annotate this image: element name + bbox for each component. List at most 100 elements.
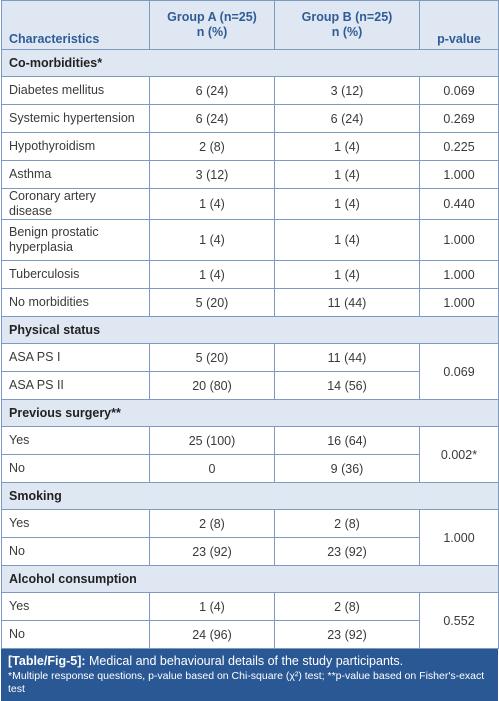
row-label: Asthma	[1, 160, 150, 189]
p-value: 1.000	[419, 288, 499, 317]
section-title: Physical status	[1, 316, 499, 344]
table-row: No 23 (92) 23 (92)	[1, 537, 499, 566]
group-a-value: 5 (20)	[149, 343, 275, 372]
characteristics-table: Characteristics Group A (n=25) n (%) Grou…	[1, 0, 499, 649]
table-row: Coronary artery disease 1 (4) 1 (4) 0.44…	[1, 188, 499, 220]
table-row: Hypothyroidism 2 (8) 1 (4) 0.225	[1, 132, 499, 161]
group-a-value: 1 (4)	[149, 219, 275, 261]
section-title: Alcohol consumption	[1, 565, 499, 593]
p-value: 0.002*	[419, 426, 499, 483]
row-label: Coronary artery disease	[1, 188, 150, 220]
group-b-value: 2 (8)	[274, 509, 420, 538]
p-value: 1.000	[419, 260, 499, 289]
group-a-value: 5 (20)	[149, 288, 275, 317]
header-group-b-line2: n (%)	[331, 25, 363, 39]
section-title: Co-morbidities*	[1, 49, 499, 77]
group-b-value: 23 (92)	[274, 537, 420, 566]
group-b-value: 1 (4)	[274, 219, 420, 261]
table-row: ASA PS II 20 (80) 14 (56)	[1, 371, 499, 400]
group-a-value: 20 (80)	[149, 371, 275, 400]
table-caption: [Table/Fig-5]: Medical and behavioural d…	[1, 649, 498, 701]
p-value: 0.069	[419, 76, 499, 105]
group-a-value: 23 (92)	[149, 537, 275, 566]
group-a-value: 1 (4)	[149, 188, 275, 220]
group-a-value: 0	[149, 454, 275, 483]
group-b-value: 9 (36)	[274, 454, 420, 483]
table-row: Systemic hypertension 6 (24) 6 (24) 0.26…	[1, 104, 499, 133]
header-group-b-line1: Group B (n=25)	[301, 10, 393, 24]
row-label: No morbidities	[1, 288, 150, 317]
table-row: ASA PS I 5 (20) 11 (44) 0.069	[1, 343, 499, 400]
table-row: Tuberculosis 1 (4) 1 (4) 1.000	[1, 260, 499, 289]
p-value: 0.269	[419, 104, 499, 133]
group-b-value: 23 (92)	[274, 620, 420, 649]
group-a-value: 3 (12)	[149, 160, 275, 189]
header-characteristics: Characteristics	[1, 0, 150, 50]
caption-text: Medical and behavioural details of the s…	[85, 654, 404, 668]
group-b-value: 11 (44)	[274, 288, 420, 317]
group-a-value: 2 (8)	[149, 132, 275, 161]
row-label: Hypothyroidism	[1, 132, 150, 161]
section-row-physical-status: Physical status	[1, 316, 499, 344]
row-label: Benign prostatic hyperplasia	[1, 219, 150, 261]
p-value: 1.000	[419, 509, 499, 566]
group-b-value: 14 (56)	[274, 371, 420, 400]
caption-main: [Table/Fig-5]: Medical and behavioural d…	[8, 653, 491, 669]
table-row: No morbidities 5 (20) 11 (44) 1.000	[1, 288, 499, 317]
header-group-a: Group A (n=25) n (%)	[149, 0, 275, 50]
header-pvalue: p-value	[419, 0, 499, 50]
group-a-value: 1 (4)	[149, 592, 275, 621]
header-group-b: Group B (n=25) n (%)	[274, 0, 420, 50]
table-row: Asthma 3 (12) 1 (4) 1.000	[1, 160, 499, 189]
row-label: Systemic hypertension	[1, 104, 150, 133]
row-label: No	[1, 620, 150, 649]
group-b-value: 1 (4)	[274, 260, 420, 289]
group-a-value: 1 (4)	[149, 260, 275, 289]
group-b-value: 3 (12)	[274, 76, 420, 105]
table-row: No 0 9 (36)	[1, 454, 499, 483]
p-value: 0.225	[419, 132, 499, 161]
row-label: No	[1, 454, 150, 483]
group-b-value: 1 (4)	[274, 188, 420, 220]
row-label: No	[1, 537, 150, 566]
row-label: Yes	[1, 426, 150, 455]
group-a-value: 2 (8)	[149, 509, 275, 538]
caption-tag: [Table/Fig-5]:	[8, 654, 86, 668]
p-value: 0.552	[419, 592, 499, 649]
section-row-comorbidities: Co-morbidities*	[1, 49, 499, 77]
table-header-row: Characteristics Group A (n=25) n (%) Grou…	[1, 0, 499, 50]
section-row-previous-surgery: Previous surgery**	[1, 399, 499, 427]
table-row: Benign prostatic hyperplasia 1 (4) 1 (4)…	[1, 219, 499, 261]
group-b-value: 2 (8)	[274, 592, 420, 621]
group-b-value: 1 (4)	[274, 132, 420, 161]
caption-footnote: *Multiple response questions, p-value ba…	[8, 670, 485, 695]
table-row: Yes 25 (100) 16 (64) 0.002*	[1, 426, 499, 483]
row-label: Yes	[1, 592, 150, 621]
p-value: 0.069	[419, 343, 499, 400]
row-label: Diabetes mellitus	[1, 76, 150, 105]
row-label: Tuberculosis	[1, 260, 150, 289]
row-label: Yes	[1, 509, 150, 538]
group-b-value: 16 (64)	[274, 426, 420, 455]
row-label: ASA PS II	[1, 371, 150, 400]
group-b-value: 6 (24)	[274, 104, 420, 133]
table-row: Yes 1 (4) 2 (8) 0.552	[1, 592, 499, 649]
table-row: Diabetes mellitus 6 (24) 3 (12) 0.069	[1, 76, 499, 105]
group-a-value: 25 (100)	[149, 426, 275, 455]
p-value: 1.000	[419, 160, 499, 189]
section-row-alcohol: Alcohol consumption	[1, 565, 499, 593]
header-group-a-line2: n (%)	[196, 25, 228, 39]
group-a-value: 24 (96)	[149, 620, 275, 649]
table-row: Yes 2 (8) 2 (8) 1.000	[1, 509, 499, 566]
group-a-value: 6 (24)	[149, 104, 275, 133]
p-value: 1.000	[419, 219, 499, 261]
section-title: Smoking	[1, 482, 499, 510]
row-label: ASA PS I	[1, 343, 150, 372]
table-row: No 24 (96) 23 (92)	[1, 620, 499, 649]
section-row-smoking: Smoking	[1, 482, 499, 510]
p-value: 0.440	[419, 188, 499, 220]
section-title: Previous surgery**	[1, 399, 499, 427]
group-a-value: 6 (24)	[149, 76, 275, 105]
header-group-a-line1: Group A (n=25)	[167, 10, 257, 24]
